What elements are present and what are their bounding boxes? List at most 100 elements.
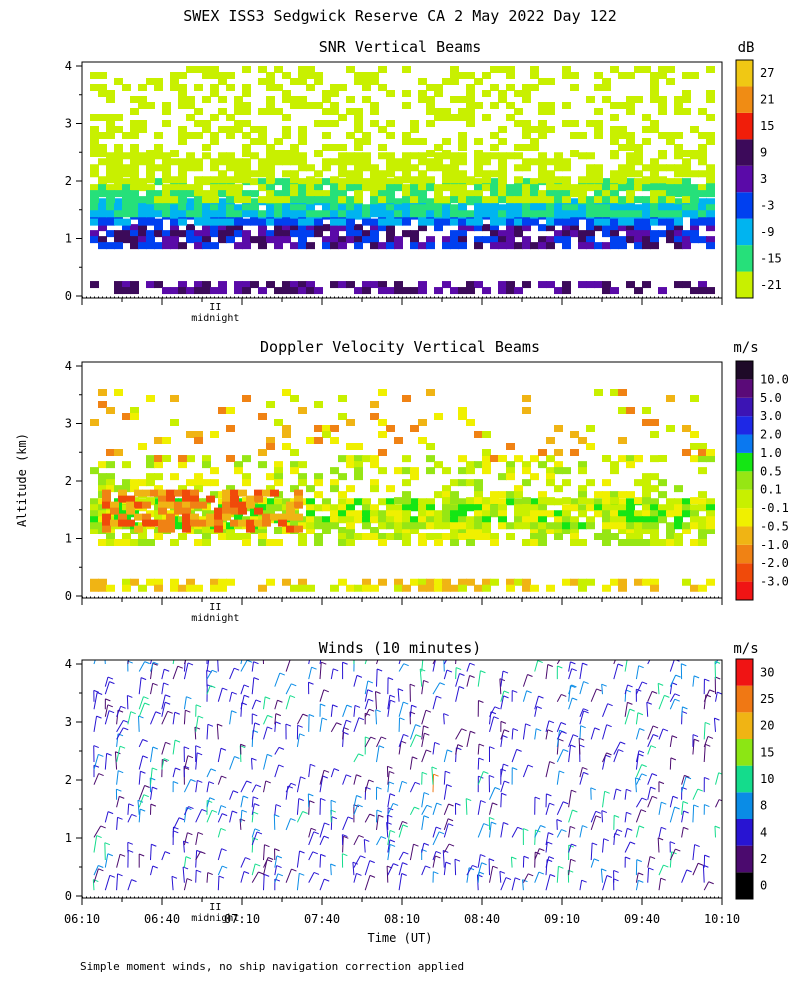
x-axis-label: Time (UT): [367, 931, 432, 945]
snr-cell: [458, 176, 467, 183]
wind-barb-flag: [704, 777, 709, 779]
dop-cell: [314, 491, 323, 498]
wind-barb: [490, 707, 495, 717]
wind-barb-flag: [256, 700, 261, 702]
snr-cell: [370, 196, 379, 203]
dop-cbar-label: 3.0: [760, 409, 782, 423]
snr-cell: [450, 78, 459, 85]
wind-barb-flag: [265, 697, 270, 699]
dop-cell: [634, 579, 643, 586]
snr-cell: [522, 84, 531, 91]
snr-cell: [274, 287, 283, 294]
wind-barb-flag: [347, 705, 352, 707]
snr-cell: [690, 204, 699, 211]
snr-cell: [514, 210, 523, 217]
snr-cell: [658, 132, 667, 139]
snr-cell: [90, 150, 99, 157]
wind-barb-flag: [105, 843, 110, 845]
dop-cell: [146, 461, 155, 468]
snr-cell: [330, 230, 339, 237]
dop-cell: [634, 533, 643, 540]
snr-cell: [546, 126, 555, 133]
snr-cell: [442, 150, 451, 157]
snr-cell: [338, 242, 347, 249]
snr-cell: [706, 219, 715, 226]
wind-barb-flag: [132, 814, 137, 816]
dop-cell: [682, 504, 691, 511]
wind-barb-flag: [548, 664, 553, 666]
dop-cell: [210, 579, 219, 586]
snr-cell: [626, 204, 635, 211]
dop-cell: [138, 539, 147, 546]
snr-cell: [202, 152, 211, 159]
snr-cell: [282, 150, 291, 157]
wind-barb-flag: [570, 662, 575, 664]
snr-cell: [506, 102, 515, 109]
wind-barb: [218, 849, 221, 860]
snr-cell: [154, 78, 163, 85]
dop-cell: [418, 539, 427, 546]
snr-cell: [346, 96, 355, 103]
dop-cell: [142, 520, 151, 527]
snr-cell: [298, 132, 307, 139]
wind-barb-flag: [673, 796, 678, 798]
dop-cell: [202, 461, 211, 468]
dop-cell: [194, 479, 203, 486]
snr-cell: [162, 164, 171, 171]
wind-barb-flag: [539, 872, 544, 874]
snr-cell: [226, 196, 235, 203]
wind-barb-flag: [127, 695, 132, 697]
snr-cell: [402, 287, 411, 294]
wind-barb-flag: [378, 815, 383, 817]
snr-cell: [618, 184, 627, 191]
dop-cell: [234, 461, 243, 468]
wind-barb-flag: [504, 691, 509, 693]
snr-cell: [186, 66, 195, 73]
snr-cell: [282, 170, 291, 177]
dop-cell: [490, 510, 499, 517]
dop-cell: [290, 585, 299, 592]
snr-cell: [506, 210, 515, 217]
wind-barb-flag: [704, 679, 709, 681]
snr-cell: [474, 242, 483, 249]
snr-cell: [98, 176, 107, 183]
snr-cell: [682, 72, 691, 79]
wind-barb-flag: [483, 772, 488, 774]
wind-barb-flag: [243, 796, 248, 798]
dop-cell: [338, 498, 347, 505]
wind-barb-flag: [376, 710, 381, 712]
wind-barb-flag: [264, 874, 269, 876]
snr-cell: [266, 184, 275, 191]
snr-cbar-label: 27: [760, 66, 774, 80]
snr-cell: [674, 170, 683, 177]
snr-cell: [610, 170, 619, 177]
snr-cell: [450, 96, 459, 103]
wind-barb: [218, 876, 219, 890]
snr-cell: [298, 219, 307, 226]
dop-cell: [194, 585, 203, 592]
dop-cell: [514, 522, 523, 529]
snr-cell: [298, 287, 307, 294]
dop-cell: [626, 522, 635, 529]
snr-cell: [354, 170, 363, 177]
snr-cell: [634, 150, 643, 157]
dop-cell: [450, 479, 459, 486]
dop-cell: [602, 491, 611, 498]
snr-cell: [602, 281, 611, 288]
wind-barb-flag: [693, 735, 698, 737]
wind-barb-flag: [602, 811, 607, 813]
snr-cell: [642, 210, 651, 217]
snr-cell: [290, 78, 299, 85]
snr-cell: [690, 150, 699, 157]
snr-cell: [194, 210, 203, 217]
snr-cell: [570, 204, 579, 211]
dop-cell: [658, 491, 667, 498]
wind-barb: [670, 675, 675, 687]
wind-barb: [309, 828, 311, 837]
snr-cell: [338, 236, 347, 243]
snr-cell: [122, 84, 131, 91]
snr-cell: [610, 210, 619, 217]
wind-barb-flag: [670, 842, 675, 844]
wind-barb-flag: [606, 753, 611, 755]
snr-cell: [314, 210, 323, 217]
